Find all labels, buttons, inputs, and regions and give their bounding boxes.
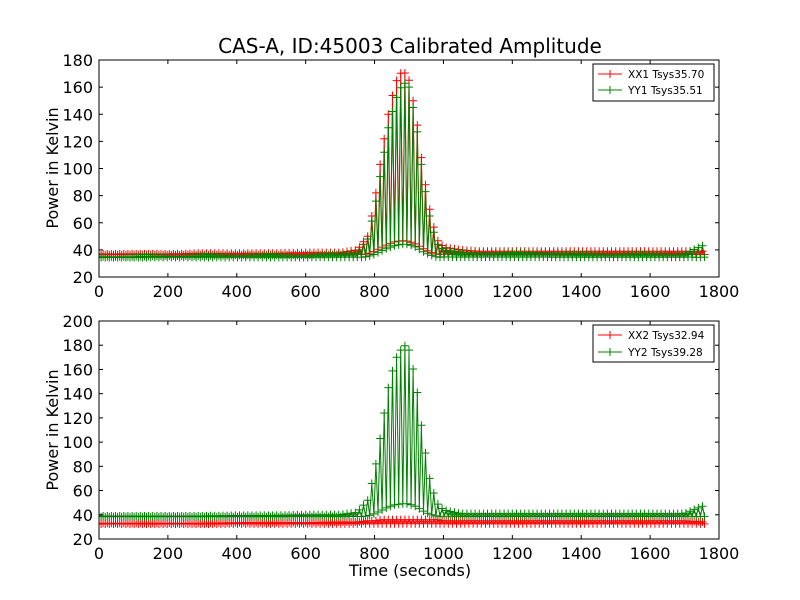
bottom-x-tick-label: 1200 xyxy=(492,544,533,563)
top-series-clip xyxy=(99,69,709,262)
bottom-plot: 0 200 400 600 800 1000 1200 1400 1600 1800 20 40 60… xyxy=(43,312,739,580)
top-x-axis: 0 200 400 600 800 1000 1200 1400 1600 1800 xyxy=(94,60,739,301)
bottom-y-axis-label: Power in Kelvin xyxy=(43,369,62,490)
top-series-markers-yy xyxy=(99,79,709,262)
top-y-tick-label: 80 xyxy=(73,187,93,206)
bottom-x-tick-label: 600 xyxy=(290,544,321,563)
top-legend-label-xx: XX1 Tsys35.70 xyxy=(628,69,704,81)
bottom-series-markers-yy xyxy=(99,341,709,521)
bottom-x-tick-label: 400 xyxy=(222,544,253,563)
top-y-tick-label: 140 xyxy=(62,105,93,124)
top-x-tick-label: 1200 xyxy=(492,282,533,301)
top-plot: 0 200 400 600 800 1000 1200 1400 1600 1800 20 40 60… xyxy=(43,51,739,301)
top-x-tick-label: 1800 xyxy=(699,282,740,301)
bottom-x-axis: 0 200 400 600 800 1000 1200 1400 1600 1800 xyxy=(94,321,739,563)
bottom-y-tick-label: 80 xyxy=(73,457,93,476)
top-y-tick-label: 40 xyxy=(73,241,93,260)
top-y-tick-label: 180 xyxy=(62,51,93,70)
bottom-x-tick-label: 1400 xyxy=(561,544,602,563)
bottom-y-tick-label: 180 xyxy=(62,336,93,355)
bottom-plot-frame xyxy=(98,320,720,540)
top-y-axis-label: Power in Kelvin xyxy=(43,107,62,228)
bottom-legend-marker-xx xyxy=(606,331,614,339)
top-x-tick-label: 600 xyxy=(290,282,321,301)
top-y-tick-label: 60 xyxy=(73,214,93,233)
bottom-legend-label-xx: XX2 Tsys32.94 xyxy=(628,330,705,342)
bottom-x-tick-label: 200 xyxy=(153,544,184,563)
top-legend-label-yy: YY1 Tsys35.51 xyxy=(627,85,703,97)
bottom-legend-marker-yy xyxy=(606,348,614,356)
bottom-y-tick-label: 20 xyxy=(73,530,93,549)
top-x-tick-label: 200 xyxy=(153,282,184,301)
top-x-tick-label: 0 xyxy=(94,282,104,301)
bottom-x-tick-label: 1600 xyxy=(630,544,671,563)
bottom-series-group xyxy=(99,341,709,528)
top-legend-box xyxy=(592,63,715,102)
bottom-y-tick-label: 140 xyxy=(62,385,93,404)
bottom-x-tick-label: 0 xyxy=(94,544,104,563)
bottom-y-tick-label: 40 xyxy=(73,506,93,525)
bottom-y-tick-label: 120 xyxy=(62,409,93,428)
bottom-legend: XX2 Tsys32.94 YY2 Tsys39.28 xyxy=(592,324,715,363)
top-x-tick-label: 400 xyxy=(222,282,253,301)
top-x-tick-label: 1600 xyxy=(630,282,671,301)
bottom-y-tick-label: 160 xyxy=(62,360,93,379)
bottom-x-tick-label: 1800 xyxy=(699,544,740,563)
top-legend: XX1 Tsys35.70 YY1 Tsys35.51 xyxy=(592,63,715,102)
top-x-tick-label: 1000 xyxy=(423,282,464,301)
x-axis-label: Time (seconds) xyxy=(348,561,471,580)
top-y-tick-label: 160 xyxy=(62,78,93,97)
top-legend-marker-yy xyxy=(606,86,614,94)
bottom-legend-label-yy: YY2 Tsys39.28 xyxy=(627,347,703,359)
bottom-y-tick-label: 200 xyxy=(62,312,93,331)
bottom-x-tick-label: 800 xyxy=(359,544,390,563)
bottom-legend-box xyxy=(592,324,715,363)
top-x-tick-label: 1400 xyxy=(561,282,602,301)
top-y-axis: 20 40 60 80 100 120 140 160 180 xyxy=(62,51,719,287)
top-legend-marker-xx xyxy=(606,70,614,78)
bottom-y-axis: 20 40 60 80 100 120 140 160 180 200 xyxy=(62,312,719,549)
bottom-x-tick-label: 1000 xyxy=(423,544,464,563)
bottom-y-tick-label: 100 xyxy=(62,433,93,452)
top-x-tick-label: 800 xyxy=(359,282,390,301)
top-y-tick-label: 20 xyxy=(73,268,93,287)
chart-title: CAS-A, ID:45003 Calibrated Amplitude xyxy=(218,34,602,58)
bottom-y-tick-label: 60 xyxy=(73,482,93,501)
top-series-group xyxy=(99,69,709,262)
bottom-series-markers-xx xyxy=(99,515,709,528)
top-y-tick-label: 100 xyxy=(62,160,93,179)
bottom-series-clip xyxy=(99,341,709,528)
top-y-tick-label: 120 xyxy=(62,132,93,151)
